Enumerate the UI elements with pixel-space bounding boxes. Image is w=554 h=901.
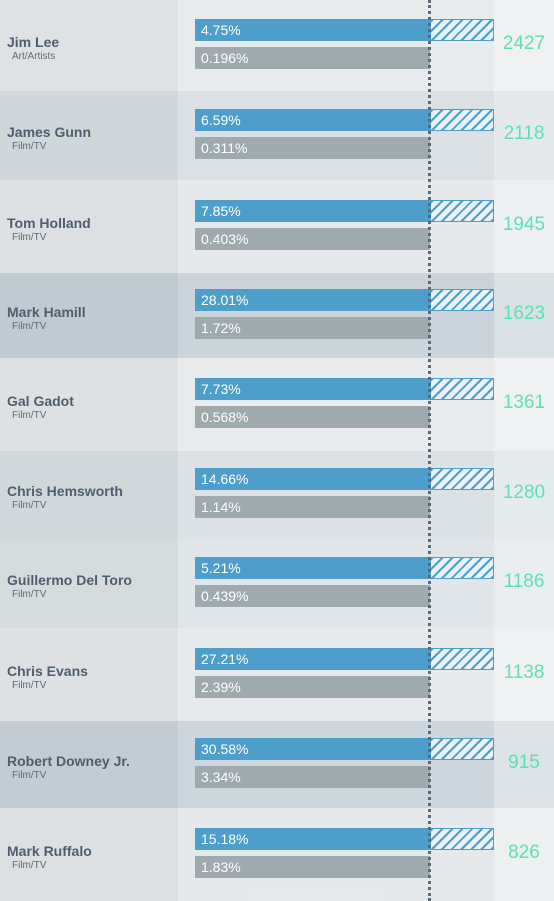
person-name: Robert Downey Jr. bbox=[7, 752, 130, 769]
bars-cell bbox=[178, 0, 494, 91]
chart-row-jim-lee: Jim Lee Art/Artists 4.75% 0.196% 2427 bbox=[0, 0, 554, 91]
share-bar-hatched-extension bbox=[430, 377, 494, 400]
chart-row-robert-downey-jr: Robert Downey Jr. Film/TV 30.58% 3.34% 915 bbox=[0, 721, 554, 808]
secondary-bar: 0.439% bbox=[195, 584, 430, 607]
share-bar: 7.73% bbox=[195, 377, 430, 400]
share-bar-hatched-extension bbox=[430, 647, 494, 670]
person-category: Film/TV bbox=[12, 588, 47, 600]
share-bar: 6.59% bbox=[195, 108, 430, 131]
dotted-divider-line bbox=[428, 0, 431, 901]
person-name: Gal Gadot bbox=[7, 392, 74, 409]
person-category: Film/TV bbox=[12, 140, 47, 152]
share-bar-hatched-extension bbox=[430, 737, 494, 760]
person-name: Chris Evans bbox=[7, 662, 88, 679]
person-name: Chris Hemsworth bbox=[7, 483, 123, 499]
person-category: Film/TV bbox=[12, 859, 47, 871]
share-bar: 7.85% bbox=[195, 199, 430, 222]
count-cell bbox=[494, 808, 554, 901]
person-category: Film/TV bbox=[12, 231, 47, 243]
person-category: Art/Artists bbox=[12, 50, 56, 62]
count-cell bbox=[494, 0, 554, 91]
count-value: 2427 bbox=[502, 32, 546, 54]
person-category: Film/TV bbox=[12, 679, 47, 691]
share-bar-hatched-extension bbox=[430, 199, 494, 222]
secondary-bar: 0.403% bbox=[195, 227, 430, 250]
count-cell bbox=[494, 451, 554, 539]
person-name: Guillermo Del Toro bbox=[7, 571, 132, 588]
person-name: James Gunn bbox=[7, 123, 92, 140]
chart-row-guillermo-del-toro: Guillermo Del Toro Film/TV 5.21% 0.439% 1186 bbox=[0, 539, 554, 628]
secondary-bar: 1.14% bbox=[195, 496, 430, 518]
bars-cell bbox=[178, 180, 494, 273]
count-cell bbox=[494, 358, 554, 451]
person-category: Film/TV bbox=[12, 769, 47, 781]
count-value: 915 bbox=[508, 751, 540, 773]
count-value: 1623 bbox=[502, 302, 546, 324]
secondary-bar: 1.83% bbox=[195, 855, 430, 878]
bars-cell bbox=[178, 721, 494, 808]
person-category: Film/TV bbox=[12, 500, 47, 511]
count-cell bbox=[494, 91, 554, 180]
chart-row-gal-gadot: Gal Gadot Film/TV 7.73% 0.568% 1361 bbox=[0, 358, 554, 451]
person-name: Tom Holland bbox=[7, 214, 91, 231]
chart-row-mark-ruffalo: Mark Ruffalo Film/TV 15.18% 1.83% 826 bbox=[0, 808, 554, 901]
secondary-bar: 3.34% bbox=[195, 765, 430, 788]
bars-cell bbox=[178, 539, 494, 628]
count-value: 1945 bbox=[502, 213, 546, 235]
count-value: 826 bbox=[508, 841, 540, 863]
bars-cell bbox=[178, 628, 494, 721]
count-cell bbox=[494, 628, 554, 721]
share-bar-hatched-extension bbox=[430, 288, 494, 311]
count-cell bbox=[494, 539, 554, 628]
share-bar-hatched-extension bbox=[430, 108, 494, 131]
secondary-bar: 1.72% bbox=[195, 316, 430, 339]
share-bar-hatched-extension bbox=[430, 18, 494, 41]
share-bar: 28.01% bbox=[195, 288, 430, 311]
person-name: Mark Ruffalo bbox=[7, 842, 92, 859]
share-bar-hatched-extension bbox=[430, 827, 494, 850]
bars-cell bbox=[178, 91, 494, 180]
chart-row-chris-hemsworth: Chris Hemsworth Film/TV 14.66% 1.14% 1280 bbox=[0, 451, 554, 539]
bars-cell bbox=[178, 808, 494, 901]
secondary-bar: 2.39% bbox=[195, 675, 430, 698]
chart-row-tom-holland: Tom Holland Film/TV 7.85% 0.403% 1945 bbox=[0, 180, 554, 273]
secondary-bar: 0.196% bbox=[195, 46, 430, 69]
secondary-bar: 0.311% bbox=[195, 136, 430, 159]
person-name: Jim Lee bbox=[7, 33, 60, 50]
bars-cell bbox=[178, 358, 494, 451]
bars-cell bbox=[178, 451, 494, 539]
count-cell bbox=[494, 721, 554, 808]
person-category: Film/TV bbox=[12, 320, 47, 332]
share-bar: 15.18% bbox=[195, 827, 430, 850]
count-cell bbox=[494, 180, 554, 273]
share-bar: 4.75% bbox=[195, 18, 430, 41]
share-bar-hatched-extension bbox=[430, 468, 494, 490]
bars-cell bbox=[178, 273, 494, 358]
count-value: 1361 bbox=[502, 391, 546, 413]
person-category: Film/TV bbox=[12, 409, 47, 421]
share-bar: 30.58% bbox=[195, 737, 430, 760]
share-bar: 5.21% bbox=[195, 556, 430, 579]
count-value: 1280 bbox=[502, 482, 546, 503]
count-cell bbox=[494, 273, 554, 358]
share-bar: 27.21% bbox=[195, 647, 430, 670]
count-value: 1138 bbox=[503, 661, 545, 683]
chart-row-james-gunn: James Gunn Film/TV 6.59% 0.311% 2118 bbox=[0, 91, 554, 180]
secondary-bar: 0.568% bbox=[195, 405, 430, 428]
count-value: 2118 bbox=[503, 122, 545, 144]
chart-row-mark-hamill: Mark Hamill Film/TV 28.01% 1.72% 1623 bbox=[0, 273, 554, 358]
count-value: 1186 bbox=[503, 570, 545, 592]
share-bar-hatched-extension bbox=[430, 556, 494, 579]
share-bar: 14.66% bbox=[195, 468, 430, 490]
person-name: Mark Hamill bbox=[7, 303, 86, 320]
chart-row-chris-evans: Chris Evans Film/TV 27.21% 2.39% 1138 bbox=[0, 628, 554, 721]
